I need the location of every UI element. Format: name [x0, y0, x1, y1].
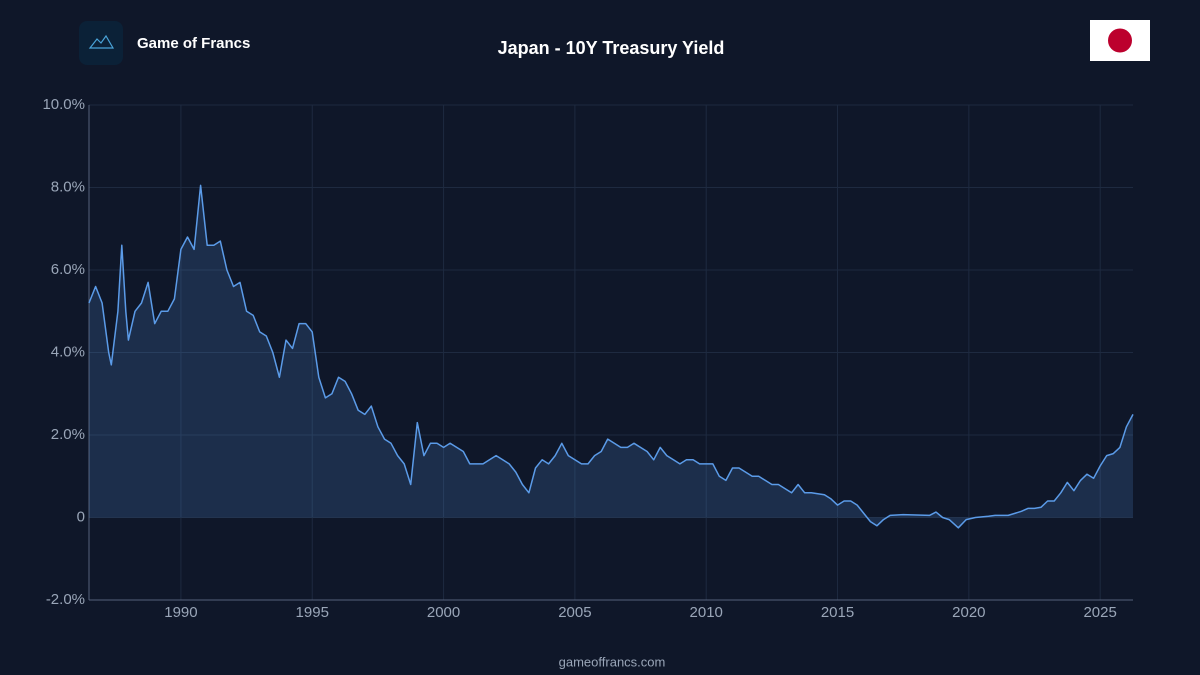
- y-tick-label: 8.0%: [51, 178, 85, 195]
- y-tick-label: 10.0%: [42, 96, 85, 113]
- y-tick-label: 0: [77, 508, 85, 525]
- x-tick-label: 2000: [427, 604, 460, 621]
- x-tick-label: 2015: [821, 604, 854, 621]
- logo: [79, 21, 123, 65]
- flag: [1090, 20, 1150, 61]
- line: [88, 184, 1134, 529]
- x-tick-label: 2020: [952, 604, 985, 621]
- x-tick-label: 2025: [1083, 604, 1116, 621]
- x-tick-label: 2010: [690, 604, 723, 621]
- area: [89, 185, 1133, 528]
- footer: gameoffrancs.com: [559, 654, 666, 669]
- y-tick-label: 6.0%: [51, 261, 85, 278]
- y-tick-label: 2.0%: [51, 426, 85, 443]
- x-tick-label: 2005: [558, 604, 591, 621]
- y-tick-label: 4.0%: [51, 343, 85, 360]
- chart-title: Japan - 10Y Treasury Yield: [498, 38, 725, 58]
- x-tick-label: 1990: [164, 604, 197, 621]
- x-tick-label: 1995: [296, 604, 329, 621]
- brand: Game of Francs: [137, 35, 250, 52]
- y-tick-label: -2.0%: [46, 591, 85, 608]
